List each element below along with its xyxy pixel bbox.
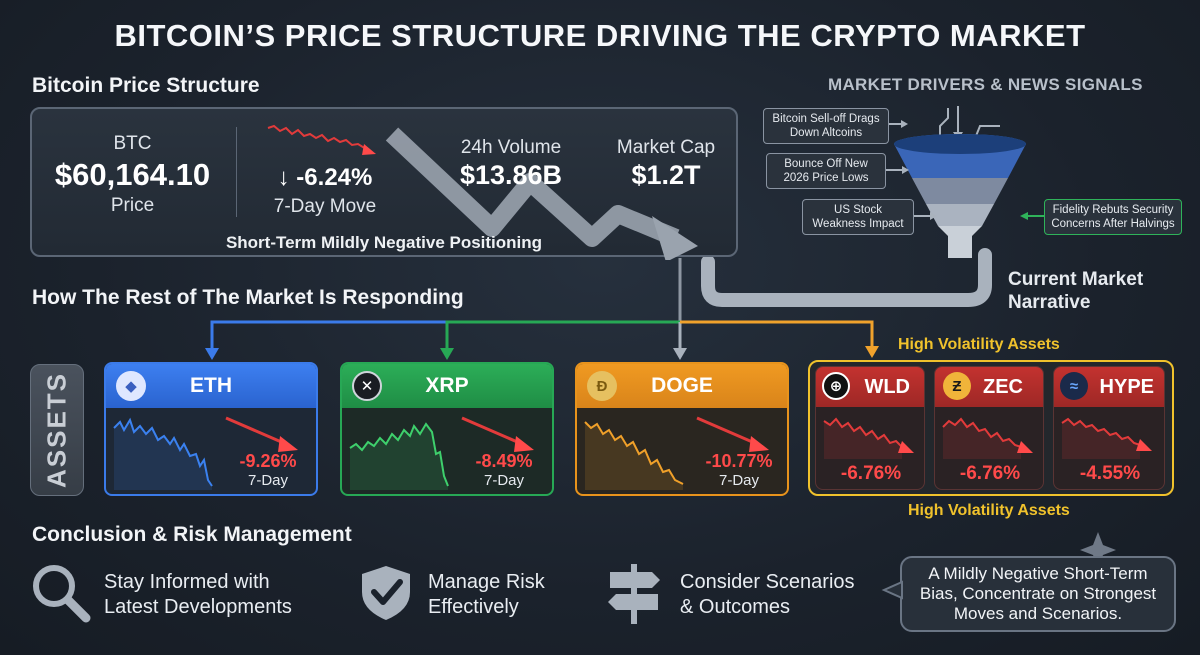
volume-value: $13.86B	[459, 160, 563, 190]
magnifier-icon	[33, 565, 91, 623]
zec-name: ZEC	[983, 375, 1023, 398]
hype-change: -4.55%	[1079, 463, 1141, 484]
conclusion-heading: Conclusion & Risk Management	[32, 523, 352, 546]
positioning-text: Short-Term Mildly Negative Positioning	[225, 233, 543, 252]
doge-header: Đ DOGE	[577, 364, 787, 408]
conclusion-item-line: Latest Developments	[104, 596, 292, 618]
funnel-icon	[894, 106, 1026, 258]
shield-check-icon	[362, 566, 410, 620]
btc-label: BTC	[113, 133, 152, 154]
eth-header: ◆ ETH	[106, 364, 316, 408]
conclusion-item-line: & Outcomes	[680, 596, 791, 618]
news-signal-2: Bounce Off New 2026 Price Lows	[766, 153, 886, 189]
xrp-period: 7-Day	[483, 472, 524, 489]
xrp-name: XRP	[425, 374, 469, 397]
conclusion-item-informed: Stay Informed with Latest Developments	[104, 570, 292, 620]
conclusion-item-line: Effectively	[428, 596, 519, 618]
btc-move-value: ↓ -6.24%	[277, 164, 373, 191]
eth-body: -9.26% 7-Day	[106, 408, 316, 494]
stat-divider	[236, 127, 237, 217]
price-structure-panel	[30, 107, 738, 257]
drivers-heading: MARKET DRIVERS & NEWS SIGNALS	[828, 75, 1143, 94]
summary-box: A Mildly Negative Short-Term Bias, Conce…	[900, 556, 1176, 632]
arrow-right-icon	[889, 120, 908, 128]
xrp-sparkline	[349, 422, 449, 490]
doge-period: 7-Day	[718, 472, 759, 489]
volume-stat: 24h Volume $13.86B	[436, 137, 586, 191]
conclusion-item-scenarios: Consider Scenarios & Outcomes	[680, 570, 855, 620]
hype-header: ≈ HYPE	[1054, 367, 1164, 407]
worldcoin-icon: ⊕	[822, 372, 850, 400]
volume-label: 24h Volume	[460, 137, 562, 158]
market-cap-stat: Market Cap $1.2T	[596, 137, 736, 191]
conclusion-item-line: Stay Informed with	[104, 571, 270, 593]
asset-card-doge[interactable]: Đ DOGE -10.77% 7-Day	[575, 362, 789, 496]
downtrend-arrow	[385, 127, 698, 260]
news-signal-3: US Stock Weakness Impact	[802, 199, 914, 235]
high-vol-label-bottom: High Volatility Assets	[908, 502, 1070, 519]
market-cap-label: Market Cap	[616, 137, 716, 158]
high-vol-label-top: High Volatility Assets	[898, 336, 1060, 353]
news-signal-4: Fidelity Rebuts Security Concerns After …	[1044, 199, 1182, 235]
arrow-left-icon	[1020, 212, 1044, 220]
signpost-icon	[608, 564, 660, 624]
zec-header: Ƶ ZEC	[935, 367, 1043, 407]
doge-change: -10.77%	[705, 451, 773, 471]
btc-price-stat: BTC $60,164.10 Price	[40, 133, 225, 217]
xrp-body: -8.49% 7-Day	[342, 408, 552, 494]
conclusion-item-line: Manage Risk	[428, 571, 545, 593]
doge-trend-arrow	[696, 416, 769, 452]
ethereum-icon: ◆	[116, 371, 146, 401]
current-narrative: Current Market Narrative	[1008, 269, 1144, 313]
assets-label: ASSETS	[41, 371, 72, 489]
summary-pointer	[881, 580, 903, 600]
eth-sparkline	[113, 417, 213, 490]
eth-name: ETH	[190, 374, 232, 397]
arrow-right-icon	[886, 166, 909, 174]
wld-name: WLD	[864, 375, 910, 398]
btc-price-value: $60,164.10	[54, 157, 211, 192]
xrp-header: ✕ XRP	[342, 364, 552, 408]
arrow-right-icon	[914, 212, 937, 220]
zec-sparkline	[942, 417, 1033, 459]
doge-name: DOGE	[651, 374, 713, 397]
btc-move-label: 7-Day Move	[273, 196, 377, 217]
wld-header: ⊕ WLD	[816, 367, 924, 407]
btc-move-stat: ↓ -6.24% 7-Day Move	[250, 164, 400, 218]
doge-sparkline	[584, 421, 684, 490]
xrp-trend-arrow	[461, 416, 534, 452]
hype-name: HYPE	[1099, 375, 1154, 398]
hype-sparkline	[1061, 417, 1152, 459]
asset-card-hype[interactable]: ≈ HYPE -4.55%	[1053, 366, 1165, 490]
market-response-heading: How The Rest of The Market Is Responding	[32, 286, 464, 309]
news-signal-1: Bitcoin Sell-off Drags Down Altcoins	[763, 108, 889, 144]
asset-card-xrp[interactable]: ✕ XRP -8.49% 7-Day	[340, 362, 554, 496]
zcash-icon: Ƶ	[943, 372, 971, 400]
eth-change: -9.26%	[239, 451, 297, 471]
hype-icon: ≈	[1060, 372, 1088, 400]
xrp-change: -8.49%	[475, 451, 533, 471]
btc-sparkline	[267, 124, 376, 155]
asset-card-eth[interactable]: ◆ ETH -9.26% 7-Day	[104, 362, 318, 496]
page-title: BITCOIN’S PRICE STRUCTURE DRIVING THE CR…	[114, 18, 1086, 53]
market-cap-value: $1.2T	[631, 160, 701, 190]
assets-label-box: ASSETS	[30, 364, 84, 496]
sparkle-icon	[1080, 532, 1116, 568]
zec-change: -6.76%	[959, 463, 1021, 484]
price-structure-heading: Bitcoin Price Structure	[32, 74, 260, 97]
wld-sparkline	[823, 417, 914, 459]
xrp-icon: ✕	[352, 371, 382, 401]
conclusion-item-line: Consider Scenarios	[680, 571, 855, 593]
btc-price-label: Price	[110, 195, 155, 216]
asset-card-zec[interactable]: Ƶ ZEC -6.76%	[934, 366, 1044, 490]
doge-body: -10.77% 7-Day	[577, 408, 787, 494]
wld-change: -6.76%	[840, 463, 902, 484]
asset-card-wld[interactable]: ⊕ WLD -6.76%	[815, 366, 925, 490]
eth-trend-arrow	[225, 416, 298, 452]
doge-icon: Đ	[587, 371, 617, 401]
eth-period: 7-Day	[247, 472, 288, 489]
conclusion-item-risk: Manage Risk Effectively	[428, 570, 545, 620]
